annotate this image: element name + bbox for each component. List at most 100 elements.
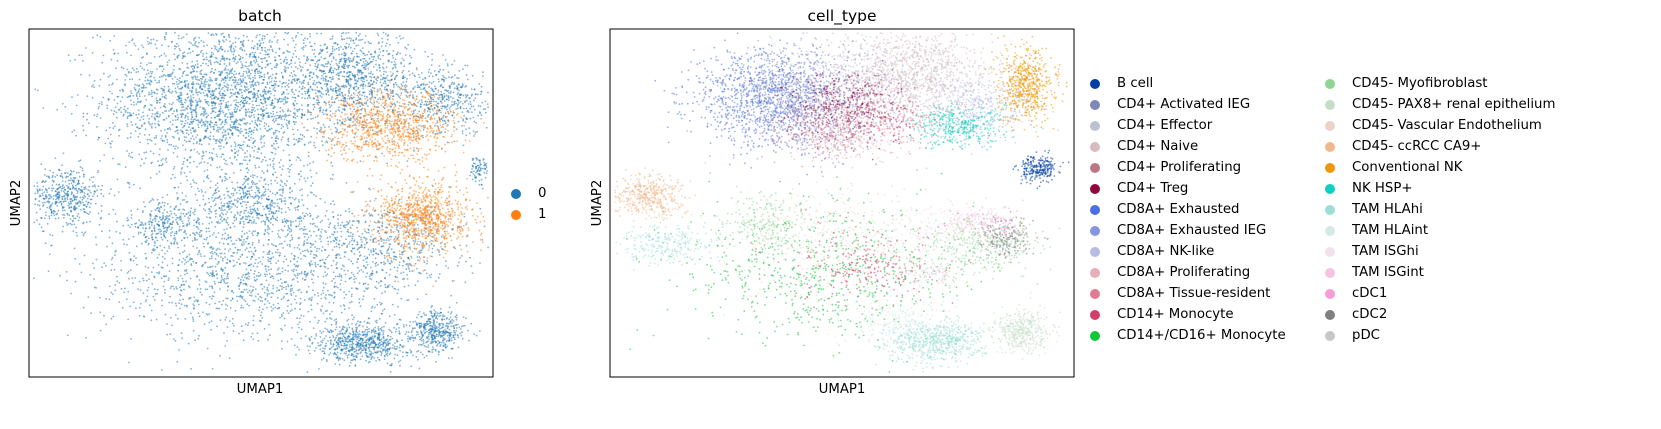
data-point [225, 213, 227, 216]
data-point [290, 62, 292, 65]
data-point [146, 53, 149, 56]
data-point [404, 46, 407, 49]
data-point [435, 93, 438, 96]
data-point [252, 176, 254, 179]
data-point [356, 80, 359, 83]
data-point [191, 68, 194, 70]
data-point [139, 101, 142, 104]
data-point [355, 89, 357, 92]
data-point [318, 90, 320, 93]
data-point [354, 66, 357, 69]
data-point [338, 53, 340, 56]
data-point [109, 39, 112, 42]
data-point [223, 69, 226, 71]
data-point [217, 84, 220, 87]
data-point [224, 113, 227, 116]
data-point [264, 46, 267, 49]
data-point [195, 89, 198, 92]
data-point [454, 74, 456, 76]
data-point [129, 113, 132, 116]
data-point [137, 48, 140, 51]
data-point [238, 163, 241, 166]
data-point [279, 166, 281, 169]
data-point [197, 119, 200, 122]
data-point [306, 92, 309, 94]
data-point [238, 123, 240, 125]
data-point [133, 104, 135, 106]
data-point [277, 137, 279, 140]
data-point [252, 204, 255, 207]
data-point [176, 155, 179, 158]
data-point [219, 128, 222, 131]
data-point [209, 61, 212, 64]
data-point [165, 157, 168, 160]
data-point [445, 106, 447, 109]
data-point [241, 94, 244, 97]
data-point [448, 85, 451, 88]
data-point [186, 165, 189, 168]
data-point [322, 70, 325, 72]
data-point [283, 51, 285, 54]
data-point [97, 138, 99, 141]
data-point [189, 95, 192, 97]
data-point [221, 49, 224, 51]
data-point [261, 197, 263, 200]
data-point [150, 162, 153, 165]
data-point [42, 107, 45, 109]
data-point [146, 69, 149, 72]
data-point [39, 208, 42, 211]
data-point [290, 234, 293, 237]
data-point [178, 77, 181, 80]
data-point [296, 272, 299, 275]
data-point [161, 96, 164, 98]
data-point [368, 42, 371, 45]
data-point [131, 277, 134, 279]
data-point [140, 86, 143, 89]
data-point [290, 202, 292, 205]
data-point [137, 109, 140, 112]
data-point [440, 102, 443, 104]
data-point [73, 205, 76, 208]
data-point [143, 106, 145, 109]
data-point [248, 275, 251, 278]
data-point [136, 84, 139, 87]
data-point [275, 64, 278, 67]
data-point [328, 103, 331, 106]
data-point [359, 97, 361, 100]
data-point [446, 98, 448, 101]
data-point [110, 188, 112, 191]
data-point [80, 189, 82, 191]
data-point [84, 195, 87, 198]
data-point [175, 81, 178, 83]
data-point [447, 99, 450, 102]
data-point [172, 152, 175, 154]
data-point [180, 97, 183, 100]
data-point [228, 36, 231, 39]
data-point [293, 80, 296, 82]
data-point [79, 166, 82, 169]
data-point [134, 83, 137, 86]
data-point [52, 171, 55, 174]
data-point [207, 64, 210, 67]
data-point [482, 71, 484, 74]
data-point [207, 32, 210, 34]
data-point [255, 278, 258, 281]
data-point [475, 121, 477, 124]
data-point [359, 39, 362, 41]
data-point [287, 43, 289, 46]
data-point [221, 179, 224, 181]
data-point [228, 34, 230, 37]
data-point [173, 64, 176, 67]
data-point [274, 77, 277, 80]
data-point [220, 102, 223, 105]
data-point [294, 114, 296, 116]
data-point [131, 123, 134, 126]
data-point [329, 106, 331, 109]
data-point [436, 97, 439, 99]
data-point [215, 60, 218, 63]
data-point [171, 77, 174, 80]
data-point [128, 41, 131, 43]
data-point [356, 226, 358, 229]
data-point [254, 250, 257, 253]
data-point [264, 193, 267, 196]
